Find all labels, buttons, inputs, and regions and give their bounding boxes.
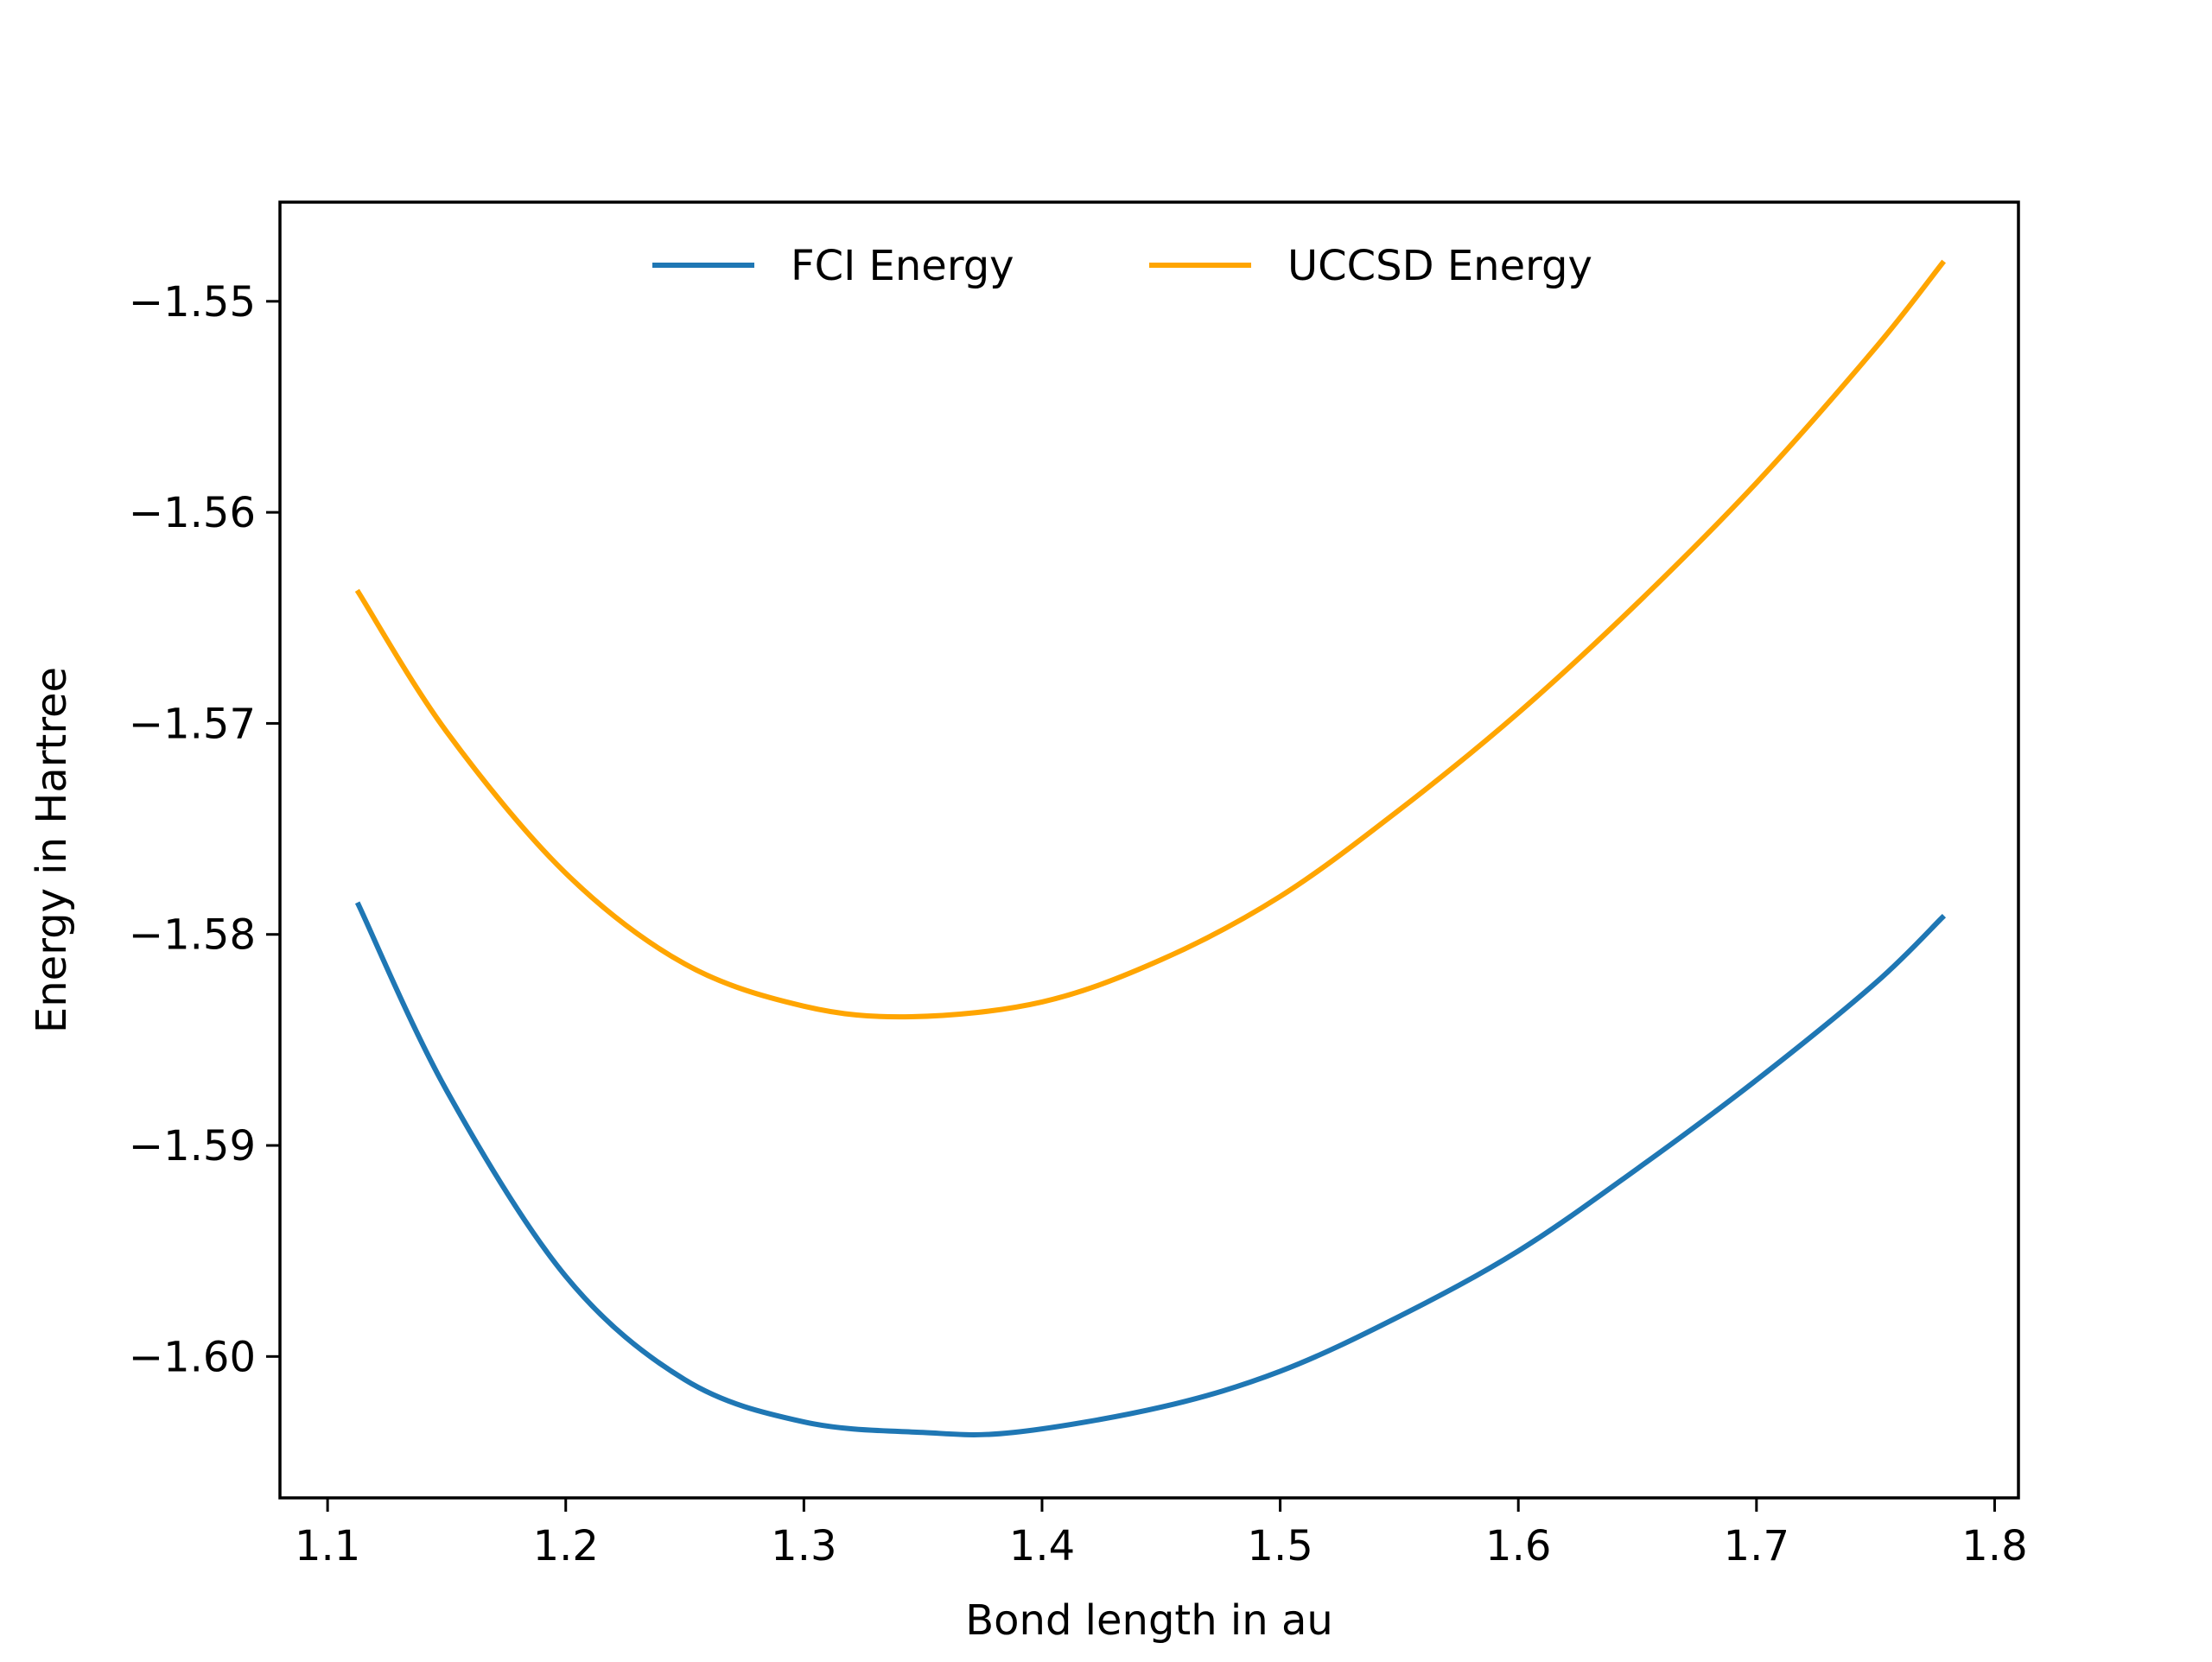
legend-label: FCI Energy bbox=[791, 242, 1014, 290]
y-tick-label: −1.58 bbox=[129, 911, 256, 960]
x-axis-ticks: 1.1 1.2 1.3 1.4 1.5 1.6 1.7 1.8 bbox=[295, 1498, 2028, 1570]
plot-frame bbox=[278, 200, 2020, 1500]
y-axis-ticks: −1.55 −1.56 −1.57 −1.58 −1.59 −1.60 bbox=[129, 278, 280, 1381]
y-axis-title: Energy in Hartree bbox=[28, 667, 76, 1033]
x-tick-label: 1.8 bbox=[1961, 1522, 2027, 1570]
legend-label: UCCSD Energy bbox=[1287, 242, 1592, 290]
y-tick-label: −1.60 bbox=[129, 1333, 256, 1381]
y-tick-label: −1.57 bbox=[129, 700, 256, 748]
x-tick-label: 1.6 bbox=[1485, 1522, 1551, 1570]
x-tick-label: 1.1 bbox=[295, 1522, 360, 1570]
x-tick-label: 1.3 bbox=[771, 1522, 836, 1570]
series-line-fci-energy bbox=[354, 901, 1947, 1437]
x-tick-label: 1.5 bbox=[1247, 1522, 1313, 1570]
series-line-uccsd-energy bbox=[354, 259, 1947, 1020]
y-tick-label: −1.55 bbox=[129, 278, 256, 327]
y-tick-label: −1.59 bbox=[129, 1122, 256, 1170]
y-tick-label: −1.56 bbox=[129, 489, 256, 537]
legend: FCI Energy UCCSD Energy bbox=[652, 242, 1592, 290]
series-layer bbox=[354, 259, 1947, 1437]
x-tick-label: 1.7 bbox=[1724, 1522, 1789, 1570]
x-tick-label: 1.4 bbox=[1009, 1522, 1075, 1570]
x-axis-title: Bond length in au bbox=[965, 1596, 1333, 1645]
x-tick-label: 1.2 bbox=[533, 1522, 599, 1570]
